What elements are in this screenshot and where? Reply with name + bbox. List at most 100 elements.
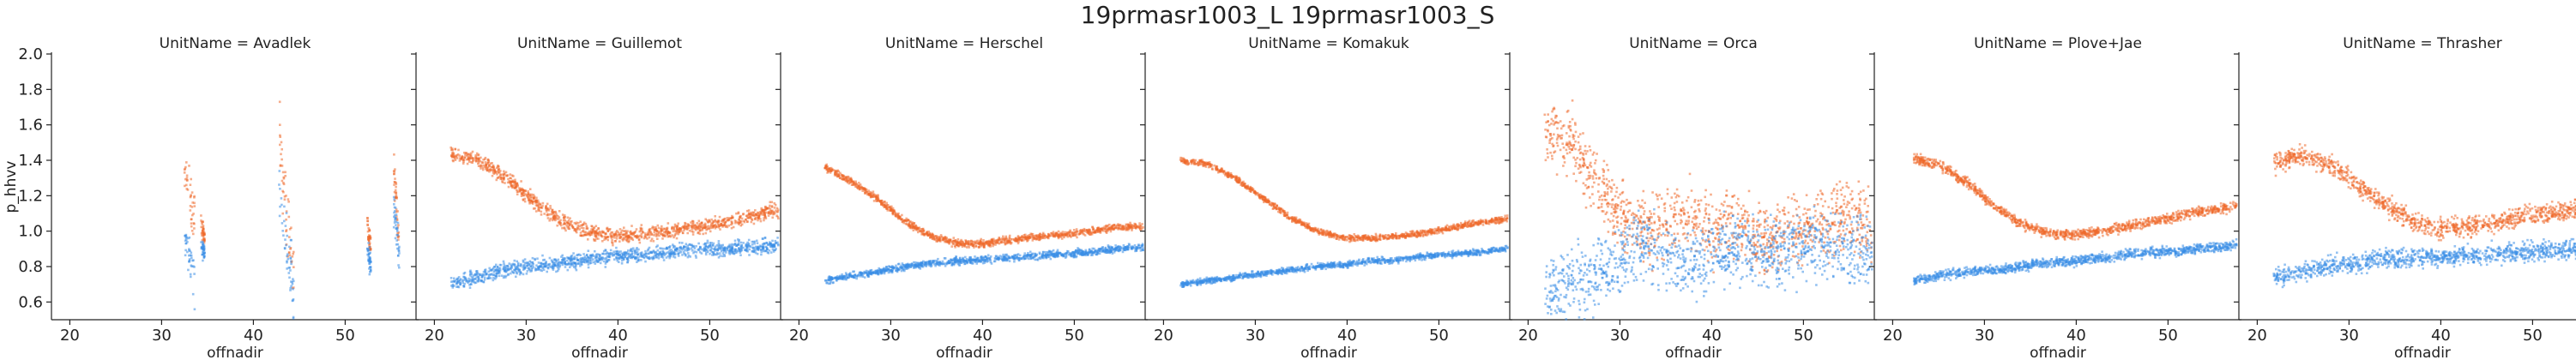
data-point-upper: [655, 232, 657, 236]
data-point-lower: [522, 261, 525, 263]
data-point-upper: [1105, 225, 1108, 229]
data-point-lower: [1017, 259, 1021, 261]
data-point-upper: [735, 212, 738, 215]
data-point-upper: [903, 219, 906, 222]
data-point-upper: [1060, 237, 1064, 240]
data-point-upper: [582, 221, 586, 225]
data-point-upper: [284, 175, 287, 177]
data-point-lower: [600, 257, 603, 260]
data-point-lower: [994, 255, 998, 258]
data-point-upper: [683, 225, 686, 227]
facet-title: UnitName = Herschel: [885, 35, 1043, 52]
data-point-lower: [624, 252, 628, 255]
data-point-upper: [558, 216, 561, 219]
data-point-lower: [470, 275, 474, 279]
data-point-upper: [890, 205, 893, 208]
data-point-upper: [660, 232, 662, 236]
data-point-lower: [705, 251, 708, 254]
data-point-lower: [1072, 254, 1076, 257]
data-point-upper: [281, 147, 283, 151]
data-point-lower: [768, 249, 771, 252]
data-point-upper: [764, 215, 767, 219]
data-point-upper: [481, 161, 484, 164]
x-tick-label: 30: [881, 327, 901, 345]
data-point-upper: [1071, 234, 1074, 237]
data-point-upper: [967, 243, 970, 247]
data-point-upper: [646, 233, 649, 237]
data-point-lower: [760, 249, 763, 251]
data-point-upper: [604, 237, 606, 239]
data-point-lower: [986, 256, 990, 260]
data-point-lower: [281, 230, 284, 232]
data-point-upper: [547, 209, 551, 212]
data-point-upper: [514, 183, 517, 186]
data-point-upper: [279, 134, 281, 137]
data-point-upper: [568, 224, 571, 226]
data-point-lower: [289, 269, 292, 272]
data-point-lower: [739, 241, 743, 244]
data-point-upper: [704, 226, 707, 229]
data-point-lower: [287, 272, 291, 274]
data-point-upper: [191, 201, 194, 204]
data-point-lower: [1109, 247, 1112, 250]
data-point-upper: [673, 225, 676, 229]
data-point-lower: [703, 248, 705, 250]
data-point-upper: [513, 181, 516, 184]
data-point-upper: [514, 181, 517, 183]
data-point-upper: [289, 247, 293, 249]
data-point-lower: [769, 251, 773, 254]
data-point-lower: [395, 224, 397, 226]
data-point-upper: [190, 177, 192, 181]
data-point-upper: [692, 231, 695, 233]
data-point-lower: [855, 275, 858, 278]
data-point-lower: [751, 240, 754, 243]
data-point-upper: [510, 183, 513, 186]
data-point-upper: [512, 175, 515, 177]
data-point-lower: [691, 249, 694, 252]
data-point-lower: [963, 262, 966, 266]
data-point-lower: [468, 284, 471, 286]
data-point-lower: [284, 225, 287, 227]
data-point-lower: [630, 249, 633, 252]
data-point-upper: [773, 207, 776, 209]
data-point-lower: [510, 270, 514, 273]
data-point-upper: [770, 210, 773, 213]
data-point-upper: [563, 221, 566, 225]
data-point-lower: [455, 285, 458, 288]
data-point-lower: [639, 255, 642, 258]
data-point-upper: [733, 219, 737, 222]
data-point-upper: [1131, 224, 1133, 227]
data-point-lower: [519, 262, 522, 266]
data-point-upper: [466, 158, 468, 161]
data-point-upper: [624, 236, 627, 239]
data-point-upper: [621, 229, 624, 232]
data-point-lower: [888, 268, 891, 272]
data-point-lower: [607, 258, 610, 261]
data-point-upper: [968, 246, 970, 249]
data-point-lower: [706, 242, 709, 244]
data-point-upper: [935, 235, 938, 237]
data-point-upper: [290, 226, 293, 229]
data-point-upper: [482, 164, 485, 167]
data-point-lower: [292, 315, 295, 319]
data-point-lower: [771, 248, 775, 251]
data-point-upper: [742, 213, 745, 216]
x-tick-label: 20: [789, 327, 809, 345]
data-point-upper: [564, 214, 566, 217]
data-point-upper: [495, 178, 498, 182]
data-point-upper: [691, 225, 693, 229]
data-point-lower: [572, 252, 575, 255]
data-point-upper: [185, 179, 189, 182]
data-point-lower: [1084, 249, 1088, 252]
data-point-upper: [688, 229, 691, 232]
data-point-upper: [876, 200, 879, 202]
data-point-lower: [193, 308, 196, 311]
y-tick-label: 1.8: [18, 81, 43, 99]
data-point-upper: [1131, 229, 1133, 231]
data-point-upper: [726, 225, 729, 229]
data-point-upper: [747, 209, 751, 212]
data-point-lower: [760, 250, 763, 254]
data-point-lower: [502, 260, 505, 263]
data-point-upper: [994, 240, 997, 243]
data-point-upper: [528, 198, 530, 201]
